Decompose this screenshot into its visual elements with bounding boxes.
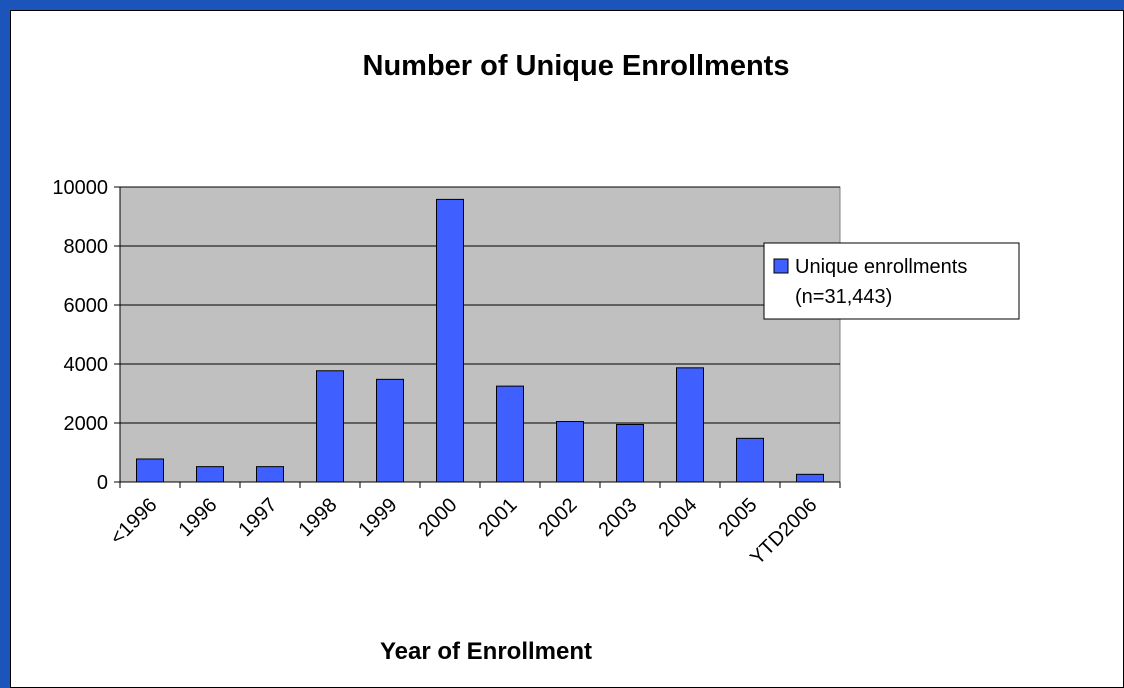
gridlines bbox=[120, 186, 840, 424]
legend-box bbox=[763, 242, 1020, 320]
x-tick-label: 1999 bbox=[355, 494, 402, 541]
chart-title: Number of Unique Enrollments bbox=[363, 50, 790, 82]
legend: Unique enrollments (n=31,443) bbox=[763, 242, 1020, 320]
bar bbox=[196, 466, 224, 483]
x-tick-label: 1996 bbox=[175, 494, 222, 541]
x-tick-label: 2004 bbox=[655, 494, 702, 541]
bar bbox=[496, 385, 524, 483]
bar bbox=[556, 421, 584, 483]
x-tick-label: 2001 bbox=[475, 494, 522, 541]
plot-area bbox=[119, 186, 841, 483]
y-tick-label: 0 bbox=[97, 472, 108, 494]
bar bbox=[616, 423, 644, 483]
y-tick-labels: 0 2000 4000 6000 8000 10000 bbox=[52, 177, 108, 494]
x-tick-label: 2002 bbox=[535, 494, 582, 541]
legend-label-line2: (n=31,443) bbox=[795, 286, 892, 308]
y-tick-label: 2000 bbox=[64, 413, 109, 435]
legend-label-line1: Unique enrollments bbox=[795, 256, 967, 278]
x-tick-label: 2003 bbox=[595, 494, 642, 541]
x-tick-label: 2005 bbox=[715, 494, 762, 541]
x-tick-label: 1998 bbox=[295, 494, 342, 541]
x-tick-labels: <1996 1996 1997 1998 1999 2000 2001 2002 2003 200… bbox=[106, 494, 821, 569]
bar bbox=[796, 473, 824, 483]
chart-frame: Number of Unique Enrollments 0 2000 4000 60… bbox=[10, 10, 1124, 688]
chart: Number of Unique Enrollments 0 2000 4000 60… bbox=[52, 50, 1020, 665]
bars bbox=[136, 198, 824, 483]
x-axis-label: Year of Enrollment bbox=[380, 638, 592, 665]
bar bbox=[376, 378, 404, 483]
axes bbox=[114, 186, 841, 488]
y-tick-label: 4000 bbox=[64, 354, 109, 376]
x-tick-label: 1997 bbox=[235, 494, 282, 541]
y-tick-label: 8000 bbox=[64, 236, 109, 258]
bar bbox=[256, 466, 284, 483]
x-tick-label: 2000 bbox=[415, 494, 462, 541]
bar bbox=[736, 437, 764, 483]
bar bbox=[436, 198, 464, 483]
x-tick-label: <1996 bbox=[106, 494, 161, 549]
bar bbox=[316, 370, 344, 483]
y-tick-label: 6000 bbox=[64, 295, 109, 317]
bar bbox=[136, 458, 164, 483]
x-tick-label: YTD2006 bbox=[746, 494, 821, 569]
y-tick-label: 10000 bbox=[52, 177, 108, 199]
bar bbox=[676, 367, 704, 483]
legend-swatch bbox=[773, 258, 789, 274]
